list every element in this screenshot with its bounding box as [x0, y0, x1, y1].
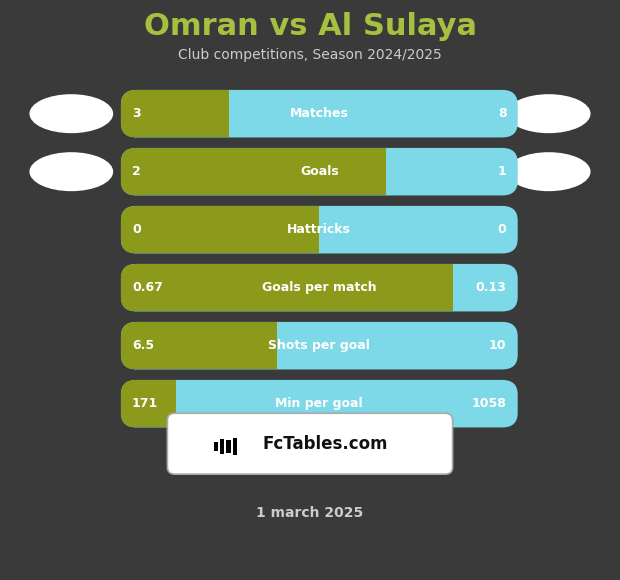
- Bar: [121, 380, 176, 427]
- Ellipse shape: [29, 152, 113, 191]
- FancyBboxPatch shape: [121, 206, 518, 253]
- Text: 0: 0: [132, 223, 141, 236]
- Bar: [232, 438, 237, 455]
- Text: Hattricks: Hattricks: [287, 223, 352, 236]
- Bar: [121, 322, 277, 369]
- Ellipse shape: [507, 152, 591, 191]
- FancyBboxPatch shape: [121, 148, 518, 195]
- Text: 6.5: 6.5: [132, 339, 154, 352]
- Text: 1 march 2025: 1 march 2025: [257, 506, 363, 520]
- FancyBboxPatch shape: [121, 90, 518, 137]
- Text: 1058: 1058: [472, 397, 507, 410]
- Bar: [121, 90, 229, 137]
- Text: Omran vs Al Sulaya: Omran vs Al Sulaya: [143, 12, 477, 41]
- Text: Shots per goal: Shots per goal: [268, 339, 370, 352]
- Ellipse shape: [29, 94, 113, 133]
- Ellipse shape: [507, 94, 591, 133]
- Text: 3: 3: [132, 107, 141, 120]
- Text: 0.67: 0.67: [132, 281, 163, 294]
- FancyBboxPatch shape: [121, 322, 518, 369]
- FancyBboxPatch shape: [121, 264, 518, 311]
- Bar: [121, 264, 453, 311]
- FancyBboxPatch shape: [121, 322, 518, 369]
- FancyBboxPatch shape: [121, 148, 518, 195]
- Bar: [121, 206, 319, 253]
- Text: Goals: Goals: [300, 165, 339, 178]
- Bar: [226, 440, 231, 453]
- Bar: [121, 148, 386, 195]
- Text: Club competitions, Season 2024/2025: Club competitions, Season 2024/2025: [178, 48, 442, 62]
- FancyBboxPatch shape: [121, 206, 518, 253]
- Text: 0.13: 0.13: [476, 281, 507, 294]
- Bar: [220, 439, 224, 454]
- Text: 10: 10: [489, 339, 507, 352]
- Text: Goals per match: Goals per match: [262, 281, 376, 294]
- Bar: [214, 442, 218, 451]
- FancyBboxPatch shape: [121, 264, 518, 311]
- Text: 1: 1: [498, 165, 507, 178]
- FancyBboxPatch shape: [167, 413, 453, 474]
- Text: 2: 2: [132, 165, 141, 178]
- Text: 8: 8: [498, 107, 507, 120]
- FancyBboxPatch shape: [121, 380, 518, 427]
- FancyBboxPatch shape: [121, 380, 518, 427]
- Text: FcTables.com: FcTables.com: [263, 434, 388, 453]
- Text: 0: 0: [498, 223, 507, 236]
- Text: Min per goal: Min per goal: [275, 397, 363, 410]
- FancyBboxPatch shape: [121, 90, 518, 137]
- Text: 171: 171: [132, 397, 158, 410]
- Text: Matches: Matches: [290, 107, 348, 120]
